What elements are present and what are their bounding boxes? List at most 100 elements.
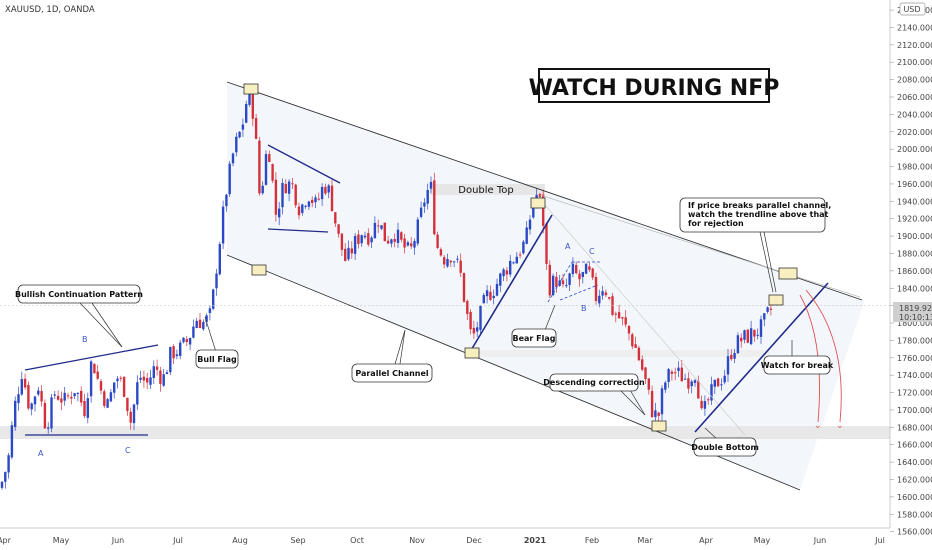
candle-body bbox=[763, 313, 766, 320]
candle-body bbox=[334, 212, 337, 224]
candle-body bbox=[93, 363, 96, 374]
candle-body bbox=[584, 263, 588, 274]
candle-body bbox=[677, 367, 680, 371]
currency-badge[interactable]: USD bbox=[899, 2, 926, 16]
projection-arrow-1 bbox=[799, 294, 820, 423]
x-tick-label: Oct bbox=[350, 536, 364, 545]
candle-body bbox=[192, 326, 195, 338]
candle-body bbox=[116, 378, 119, 382]
candle-body bbox=[476, 327, 479, 332]
candle-body bbox=[604, 292, 608, 296]
projection-arrowhead-2: ⌄ bbox=[836, 421, 844, 431]
label-parallel: Parallel Channel bbox=[351, 363, 433, 383]
candle-body bbox=[499, 273, 502, 286]
candle-body bbox=[17, 394, 20, 404]
bullish-upper-line bbox=[24, 344, 159, 371]
candle-body bbox=[509, 260, 512, 275]
x-tick-label: Feb bbox=[585, 536, 599, 545]
candle-body bbox=[542, 194, 545, 226]
candle-body bbox=[733, 353, 736, 359]
x-tick-label: Jun bbox=[111, 536, 125, 545]
candle-body bbox=[50, 397, 53, 429]
candle-body bbox=[119, 377, 122, 379]
candle-body bbox=[489, 291, 492, 300]
candle-body bbox=[657, 412, 660, 416]
x-tick-label: May bbox=[754, 536, 771, 545]
marker-low-aug bbox=[251, 264, 267, 276]
mid-zone bbox=[470, 350, 770, 357]
candle-body bbox=[146, 377, 149, 383]
candle-body bbox=[505, 270, 509, 275]
y-tick-label: 2060.000 bbox=[897, 93, 932, 102]
x-tick-label: Apr bbox=[699, 536, 714, 545]
y-tick-label: 1960.000 bbox=[897, 180, 932, 189]
candle-body bbox=[637, 347, 641, 361]
y-tick-label: 2020.000 bbox=[897, 128, 932, 137]
candle-body bbox=[7, 455, 10, 473]
x-axis-ticks: Apr May Jun Jul Aug Sep Oct Nov Dec 2021 Feb Mar Apr… bbox=[0, 536, 885, 545]
svg-text:Parallel Channel: Parallel Channel bbox=[355, 369, 429, 378]
candle-body bbox=[479, 305, 482, 330]
point-a-2: A bbox=[565, 242, 571, 251]
candle-body bbox=[251, 91, 254, 119]
y-tick-label: 1580.000 bbox=[897, 510, 932, 519]
projection-arrowhead-1: ⌄ bbox=[814, 421, 822, 431]
candle-body bbox=[634, 344, 637, 348]
candle-body bbox=[608, 297, 611, 299]
candle-body bbox=[43, 402, 47, 429]
candle-body bbox=[380, 225, 383, 229]
candle-body bbox=[617, 312, 621, 319]
svg-text:Bear Flag: Bear Flag bbox=[513, 334, 556, 343]
point-c-2: C bbox=[589, 247, 595, 256]
candle-body bbox=[403, 238, 406, 248]
candle-body bbox=[27, 385, 30, 409]
y-tick-label: 1740.000 bbox=[897, 371, 932, 380]
candle-body bbox=[624, 317, 627, 325]
candle-body bbox=[89, 361, 93, 397]
candle-body bbox=[410, 243, 413, 247]
candle-body bbox=[492, 295, 495, 299]
candle-body bbox=[469, 312, 472, 330]
double-top-zone bbox=[430, 184, 545, 195]
candle-body bbox=[660, 388, 664, 415]
candle-body bbox=[528, 219, 532, 230]
candle-body bbox=[208, 308, 212, 314]
candle-body bbox=[601, 291, 604, 296]
candle-body bbox=[446, 258, 449, 267]
triangle-lower-line bbox=[267, 228, 329, 233]
candle-body bbox=[769, 308, 773, 310]
y-tick-label: 1700.000 bbox=[897, 406, 932, 415]
candle-body bbox=[641, 359, 644, 370]
candle-body bbox=[697, 380, 700, 399]
svg-text:WATCH DURING NFP: WATCH DURING NFP bbox=[529, 76, 780, 101]
candle-body bbox=[749, 328, 753, 345]
label-bear-flag: Bear Flag bbox=[511, 328, 557, 348]
candle-body bbox=[627, 325, 631, 334]
candle-body bbox=[756, 334, 759, 336]
candle-body bbox=[350, 248, 353, 254]
candle-body bbox=[730, 354, 733, 360]
candle-body bbox=[466, 300, 469, 314]
candle-body bbox=[248, 90, 251, 105]
candle-body bbox=[103, 391, 106, 406]
candle-body bbox=[416, 219, 419, 244]
title-box: WATCH DURING NFP bbox=[529, 68, 780, 103]
candle-body bbox=[759, 319, 763, 337]
x-tick-label: Jun bbox=[813, 536, 827, 545]
candle-body bbox=[205, 315, 208, 322]
candle-body bbox=[337, 224, 340, 234]
candle-body bbox=[436, 234, 439, 248]
candle-body bbox=[344, 248, 347, 261]
candle-body bbox=[367, 233, 370, 245]
candle-body bbox=[525, 227, 528, 244]
candle-body bbox=[515, 256, 518, 264]
y-tick-label: 1900.000 bbox=[897, 232, 932, 241]
candle-body bbox=[284, 183, 287, 194]
connector-desc bbox=[619, 389, 646, 416]
connector-parallel-2 bbox=[399, 329, 406, 365]
candle-body bbox=[423, 202, 426, 207]
candle-body bbox=[386, 240, 390, 244]
candle-body bbox=[129, 411, 132, 423]
candle-body bbox=[30, 403, 33, 410]
